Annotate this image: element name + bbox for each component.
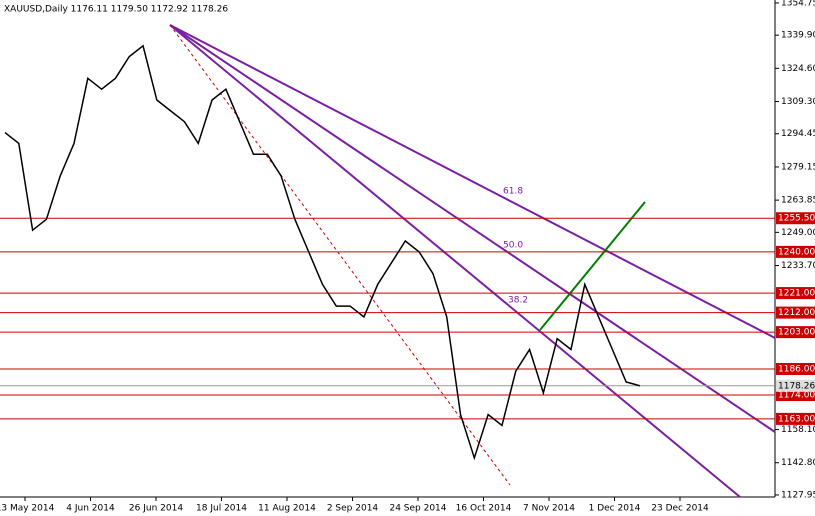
x-tick-label: 1 Dec 2014 (589, 504, 641, 514)
fib-label: 38.2 (508, 296, 528, 306)
x-tick-label: 13 May 2014 (0, 504, 55, 514)
x-tick-label: 11 Aug 2014 (258, 504, 316, 514)
y-tick-label: 1142.80 (781, 458, 815, 468)
price-line (4, 44, 641, 461)
level-label: 1203.00 (778, 328, 815, 338)
y-tick-label: 1324.60 (781, 64, 815, 74)
chart-title: XAUUSD,Daily 1176.11 1179.50 1172.92 117… (4, 5, 228, 15)
y-tick-label: 1158.10 (781, 425, 815, 435)
y-tick-label: 1354.75 (781, 0, 815, 8)
x-tick-label: 7 Nov 2014 (523, 504, 575, 514)
level-label: 1240.00 (778, 247, 815, 257)
level-tag (776, 326, 815, 339)
y-tick-label: 1294.45 (781, 129, 815, 139)
x-tick-label: 24 Sep 2014 (389, 504, 446, 514)
level-tag (776, 306, 815, 319)
y-tick-label: 1233.70 (781, 261, 815, 271)
x-tick-label: 2 Sep 2014 (327, 504, 379, 514)
fib-label: 61.8 (503, 187, 523, 197)
current-tag (776, 379, 815, 392)
y-tick-label: 1339.90 (781, 31, 815, 41)
trend-line (539, 201, 646, 331)
current-label: 1178.26 (778, 381, 815, 391)
y-tick-label: 1279.15 (781, 162, 815, 172)
level-label: 1163.00 (778, 414, 815, 424)
level-label: 1212.00 (778, 308, 815, 318)
y-tick-label: 1263.85 (781, 196, 815, 206)
level-tag (776, 363, 815, 376)
level-tag (776, 287, 815, 300)
trend-line (169, 24, 776, 339)
y-tick-label: 1309.30 (781, 97, 815, 107)
level-tag (776, 245, 815, 258)
level-label: 1186.00 (778, 365, 815, 375)
y-tick-label: 1249.00 (781, 228, 815, 238)
fib-line (169, 24, 511, 486)
level-label: 1174.00 (778, 391, 815, 401)
x-tick-label: 4 Jun 2014 (66, 504, 115, 514)
trend-line (169, 24, 776, 433)
x-tick-label: 18 Jul 2014 (196, 504, 247, 514)
level-tag (776, 412, 815, 425)
level-tag (776, 212, 815, 225)
trend-line (169, 24, 741, 498)
level-label: 1221.00 (778, 289, 815, 299)
x-tick-label: 16 Oct 2014 (456, 504, 512, 514)
level-label: 1255.50 (778, 214, 815, 224)
fib-label: 50.0 (503, 241, 523, 251)
x-tick-label: 23 Dec 2014 (651, 504, 709, 514)
y-tick-label: 1127.95 (781, 490, 815, 500)
x-tick-label: 26 Jun 2014 (129, 504, 183, 514)
level-tag (776, 389, 815, 402)
trend-lines (169, 24, 776, 498)
